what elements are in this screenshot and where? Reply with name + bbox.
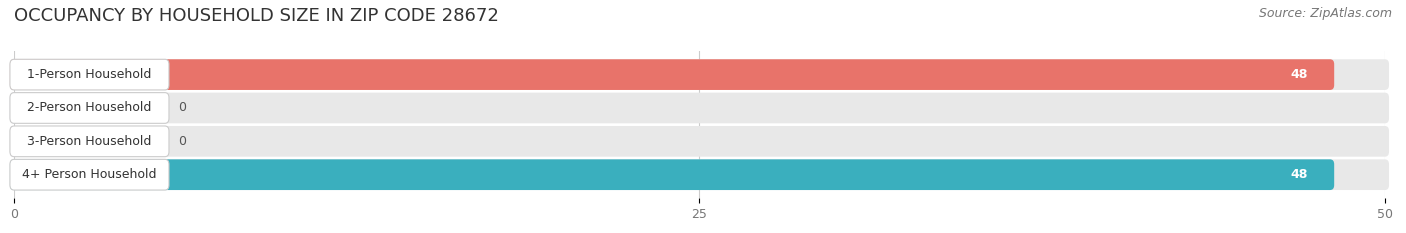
Text: 0: 0 [179, 102, 187, 114]
Text: 0: 0 [179, 135, 187, 148]
Text: 1-Person Household: 1-Person Household [27, 68, 152, 81]
FancyBboxPatch shape [10, 159, 1389, 190]
FancyBboxPatch shape [10, 126, 1389, 157]
FancyBboxPatch shape [10, 93, 169, 123]
Text: 3-Person Household: 3-Person Household [27, 135, 152, 148]
FancyBboxPatch shape [10, 93, 18, 123]
FancyBboxPatch shape [10, 59, 1334, 90]
Text: OCCUPANCY BY HOUSEHOLD SIZE IN ZIP CODE 28672: OCCUPANCY BY HOUSEHOLD SIZE IN ZIP CODE … [14, 7, 499, 25]
FancyBboxPatch shape [10, 59, 1389, 90]
Text: 48: 48 [1291, 68, 1308, 81]
Text: 2-Person Household: 2-Person Household [27, 102, 152, 114]
Text: Source: ZipAtlas.com: Source: ZipAtlas.com [1258, 7, 1392, 20]
FancyBboxPatch shape [10, 159, 1334, 190]
Text: 4+ Person Household: 4+ Person Household [22, 168, 156, 181]
Text: 48: 48 [1291, 168, 1308, 181]
FancyBboxPatch shape [10, 159, 169, 190]
FancyBboxPatch shape [10, 59, 169, 90]
FancyBboxPatch shape [10, 126, 18, 157]
FancyBboxPatch shape [10, 93, 1389, 123]
FancyBboxPatch shape [10, 126, 169, 157]
